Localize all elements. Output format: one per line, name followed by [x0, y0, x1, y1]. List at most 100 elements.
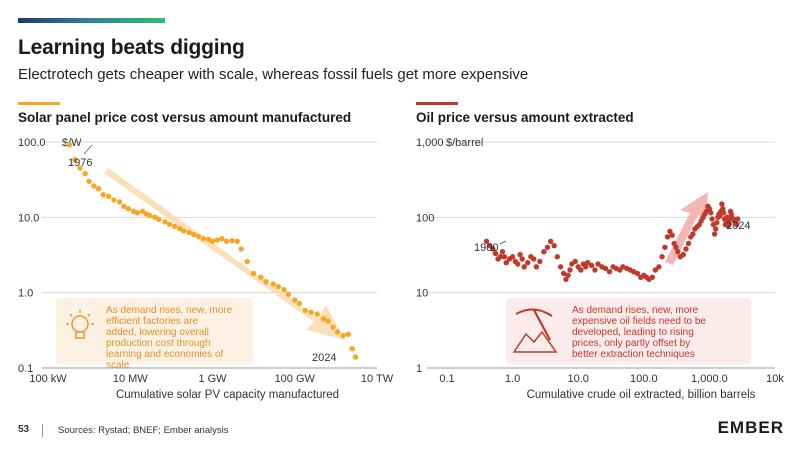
solar-data-point	[82, 170, 88, 177]
oil-callout-box	[506, 298, 751, 364]
solar-data-point	[91, 183, 97, 189]
solar-callout-text-line: learning and economies of	[106, 349, 224, 360]
solar-data-point	[352, 354, 359, 360]
solar-x-tick-label: 1 GW	[198, 373, 227, 385]
oil-data-point	[717, 213, 723, 219]
oil-data-point	[490, 246, 496, 252]
oil-data-point	[497, 254, 504, 260]
pickaxe-icon	[512, 308, 558, 353]
oil-data-point	[664, 234, 671, 240]
solar-data-point	[171, 223, 178, 230]
solar-y-tick-label: 100.0	[18, 137, 46, 149]
solar-data-point	[139, 208, 146, 215]
solar-data-point	[223, 238, 230, 245]
oil-callout-text-line: prices, only partly offset by	[572, 338, 690, 349]
oil-data-point	[685, 240, 692, 247]
solar-y-tick-label: 0.1	[18, 363, 33, 375]
solar-y-axis-label: $/W	[62, 137, 82, 149]
oil-x-tick-label: 10.0	[567, 373, 588, 385]
solar-data-point	[281, 286, 287, 293]
solar-data-point	[308, 309, 314, 315]
oil-data-point	[533, 264, 540, 270]
oil-data-point	[719, 201, 725, 207]
oil-data-point	[726, 221, 732, 227]
oil-data-point	[582, 264, 589, 270]
page-title: Learning beats digging	[18, 36, 245, 59]
lightbulb-icon	[66, 310, 94, 339]
solar-data-point	[181, 228, 187, 234]
oil-data-point	[708, 210, 714, 216]
oil-data-point	[733, 221, 740, 228]
oil-callout-text-line: As demand rises, new, more	[572, 305, 699, 316]
oil-data-point	[606, 268, 613, 275]
oil-data-point	[519, 256, 525, 262]
oil-annotation-leader	[499, 240, 507, 245]
oil-data-point	[541, 248, 547, 255]
oil-data-point	[554, 254, 560, 260]
page-subtitle: Electrotech gets cheaper with scale, whe…	[18, 66, 529, 83]
solar-data-point	[219, 236, 225, 242]
oil-x-tick-label: 1,000.0	[691, 373, 728, 385]
oil-data-point	[563, 276, 569, 283]
page-number: 53	[18, 424, 30, 435]
solar-data-point	[200, 236, 207, 242]
oil-data-point	[720, 206, 726, 212]
solar-callout-text: As demand rises, new, more efficient fact…	[106, 305, 233, 371]
oil-data-point	[560, 270, 567, 277]
footer-divider	[42, 424, 43, 437]
oil-panel-accent	[416, 102, 458, 105]
oil-data-point	[572, 258, 578, 265]
oil-x-axis-label: Cumulative crude oil extracted, billion …	[527, 389, 756, 401]
solar-callout-text-line: production cost through	[106, 338, 211, 349]
oil-data-point	[659, 254, 665, 260]
solar-data-point	[234, 238, 240, 245]
solar-data-point	[214, 237, 220, 243]
oil-chart-title: Oil price versus amount extracted	[416, 110, 634, 125]
solar-data-point	[330, 324, 336, 330]
oil-data-point	[669, 232, 675, 238]
ember-logo: EMBER	[717, 418, 784, 437]
oil-data-point	[649, 274, 656, 280]
oil-data-point	[588, 262, 595, 269]
oil-data-point	[551, 243, 557, 249]
oil-data-point	[595, 261, 601, 267]
solar-data-point	[66, 142, 73, 148]
oil-data-point	[680, 251, 686, 258]
solar-chart-title: Solar panel price cost versus amount man…	[18, 110, 352, 125]
solar-data-point	[106, 193, 112, 200]
oil-data-point	[499, 248, 506, 255]
pickaxe-handle	[533, 309, 551, 341]
oil-callout-text-line: developed, leading to rising	[572, 327, 694, 338]
oil-callout-text: As demand rises, new, more expensive oil …	[572, 305, 706, 360]
oil-data-point	[602, 265, 609, 272]
oil-data-point	[557, 264, 564, 270]
solar-data-point	[95, 185, 102, 192]
solar-data-point	[349, 346, 355, 352]
solar-data-point	[244, 258, 250, 265]
oil-x-tick-label: 1.0	[505, 373, 520, 385]
oil-data-point	[525, 259, 531, 266]
oil-x-tick-label: 10k	[766, 373, 784, 385]
solar-data-point	[134, 210, 141, 216]
oil-data-point	[567, 267, 573, 273]
oil-data-point	[652, 267, 659, 273]
oil-callout-text-line: expensive oil fields need to be	[572, 316, 706, 327]
solar-data-point	[270, 281, 276, 287]
solar-callout-text-line: scale	[106, 360, 130, 371]
oil-data-point	[585, 259, 591, 266]
solar-data-point	[205, 236, 212, 243]
solar-data-point	[209, 238, 216, 245]
oil-data-point	[509, 254, 516, 260]
solar-x-tick-label: 100 kW	[29, 373, 67, 385]
oil-data-point	[547, 238, 554, 245]
oil-data-point	[734, 216, 741, 222]
solar-data-point	[186, 229, 192, 236]
solar-trend-arrow	[104, 168, 345, 340]
solar-data-point	[166, 221, 173, 227]
solar-data-point	[258, 274, 264, 280]
oil-data-point	[592, 267, 598, 273]
solar-data-point	[121, 203, 127, 210]
solar-x-tick-label: 100 GW	[275, 373, 316, 385]
sources-note: Sources: Rystad; BNEF; Ember analysis	[58, 425, 229, 436]
solar-data-point	[177, 225, 183, 232]
